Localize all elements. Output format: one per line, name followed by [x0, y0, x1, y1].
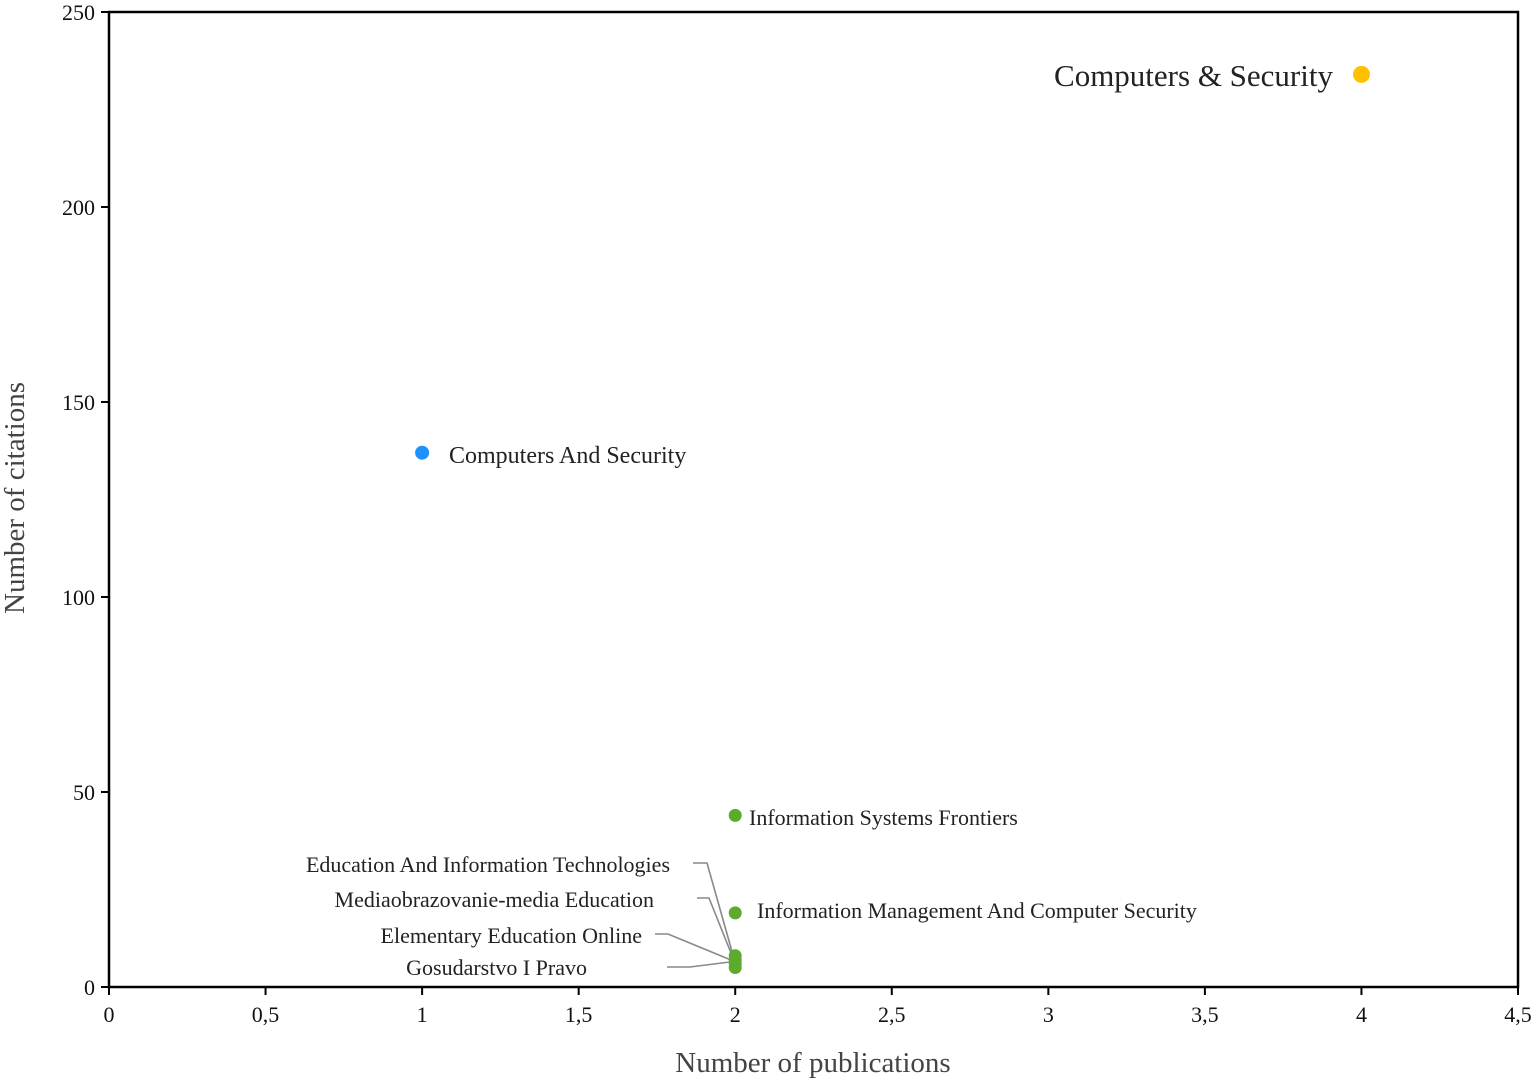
data-point: [728, 906, 742, 920]
data-point-label: Computers And Security: [449, 443, 686, 469]
data-point-label: Education And Information Technologies: [306, 852, 670, 877]
leader-line: [655, 933, 732, 961]
x-tick-label: 1: [417, 1002, 428, 1027]
data-point-label: Gosudarstvo I Pravo: [406, 955, 587, 980]
x-tick-label: 3: [1043, 1002, 1054, 1027]
y-tick-label: 50: [73, 780, 95, 805]
x-axis-title: Number of publications: [675, 1047, 950, 1079]
leader-line: [697, 897, 734, 959]
data-point-label: Information Management And Computer Secu…: [757, 898, 1197, 923]
x-tick-label: 4: [1356, 1002, 1367, 1027]
x-tick-label: 0: [104, 1002, 115, 1027]
y-tick-label: 150: [62, 390, 95, 415]
data-point-label: Information Systems Frontiers: [749, 805, 1018, 830]
x-tick-label: 2,5: [878, 1002, 906, 1027]
x-tick-label: 3,5: [1191, 1002, 1219, 1027]
y-axis-title: Number of citations: [0, 382, 31, 614]
y-tick-label: 100: [62, 585, 95, 610]
x-tick-label: 4,5: [1504, 1002, 1532, 1027]
data-points: Computers & Security Computers And Securi…: [306, 58, 1370, 980]
data-point: [415, 445, 430, 460]
x-tick-label: 1,5: [565, 1002, 593, 1027]
y-tick-label: 0: [84, 975, 95, 1000]
y-tick-label: 250: [62, 0, 95, 25]
x-tick-label: 2: [730, 1002, 741, 1027]
y-tick-label: 200: [62, 195, 95, 220]
data-point-label: Elementary Education Online: [381, 923, 642, 948]
data-point: [728, 961, 742, 974]
leader-line: [693, 862, 734, 956]
axes: 0 0,5 1 1,5 2 2,5 3 3,5 4 4,5 0 50 100 150 200 250: [62, 0, 1532, 1027]
leader-line: [667, 961, 731, 968]
data-point-label: Computers & Security: [1054, 58, 1333, 93]
data-point: [728, 808, 742, 822]
x-tick-label: 0,5: [252, 1002, 280, 1027]
data-point: [1352, 65, 1370, 83]
plot-frame: [107, 10, 1520, 989]
data-point-label: Mediaobrazovanie-media Education: [335, 887, 654, 912]
